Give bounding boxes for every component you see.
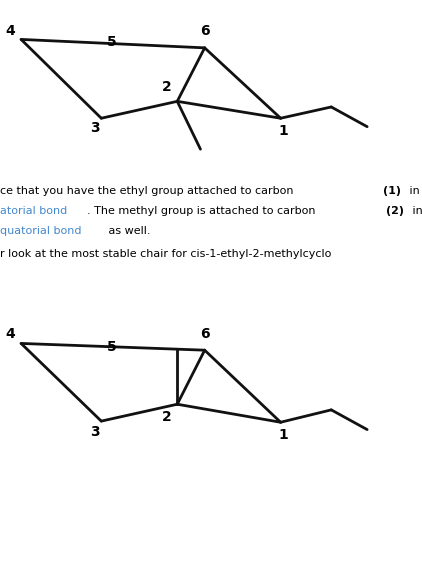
Text: 4: 4 (5, 327, 16, 341)
Text: (2): (2) (386, 206, 404, 216)
Text: ce that you have the ethyl group attached to carbon: ce that you have the ethyl group attache… (0, 186, 297, 196)
Text: in: in (409, 206, 422, 216)
Text: 2: 2 (162, 410, 172, 423)
Text: 3: 3 (90, 122, 100, 135)
Text: r look at the most stable chair for cis-1-ethyl-2-methylcyclo: r look at the most stable chair for cis-… (0, 249, 331, 260)
Text: 6: 6 (200, 24, 209, 38)
Text: atorial bond: atorial bond (0, 206, 67, 216)
Text: (1): (1) (383, 186, 401, 196)
Text: . The methyl group is attached to carbon: . The methyl group is attached to carbon (87, 206, 319, 216)
Text: 5: 5 (107, 341, 117, 354)
Text: as well.: as well. (105, 226, 151, 236)
Text: 1: 1 (279, 124, 289, 137)
Text: 4: 4 (5, 24, 16, 38)
Text: 2: 2 (162, 81, 172, 94)
Text: quatorial bond: quatorial bond (0, 226, 81, 236)
Text: 5: 5 (107, 35, 117, 49)
Text: 6: 6 (200, 327, 209, 341)
Text: 1: 1 (279, 428, 289, 441)
Text: 3: 3 (90, 425, 100, 439)
Text: in: in (406, 186, 422, 196)
